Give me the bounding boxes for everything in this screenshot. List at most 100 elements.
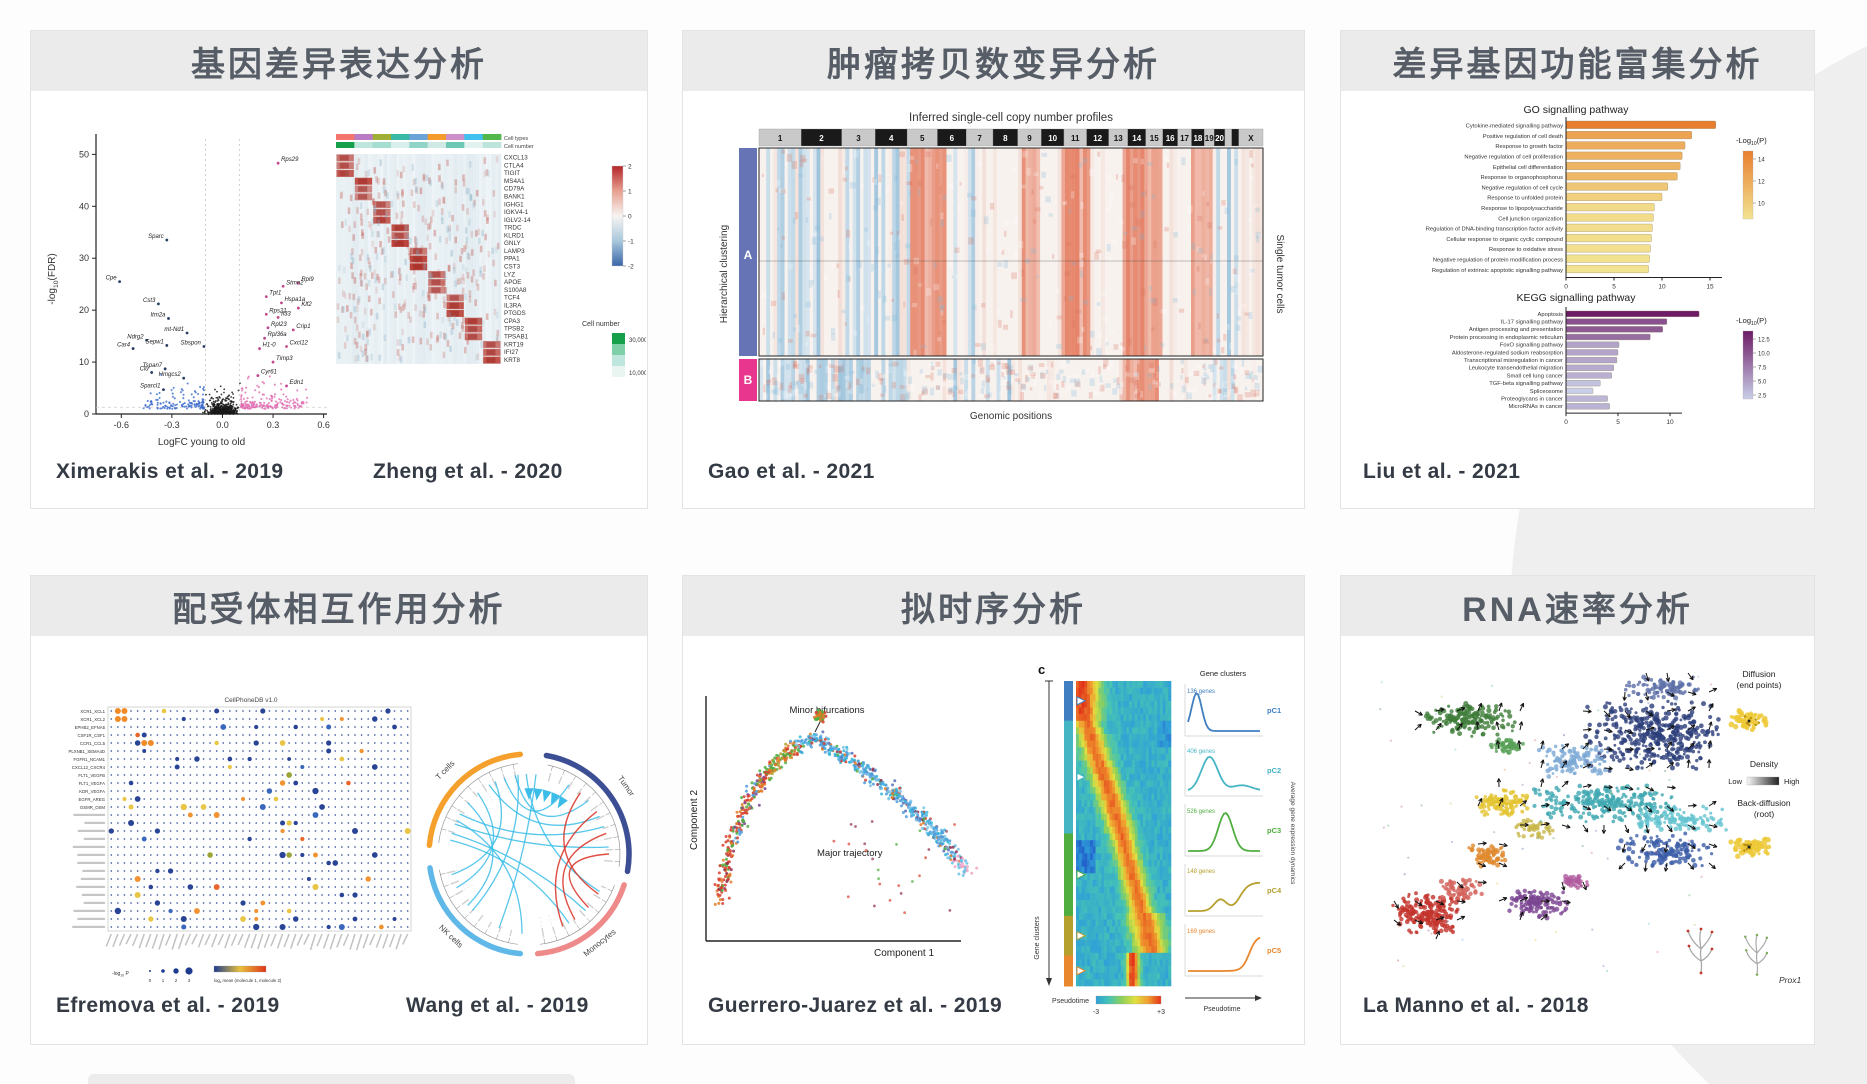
svg-text:Component 1: Component 1 [874, 948, 934, 959]
svg-text:Cell types: Cell types [504, 136, 528, 142]
svg-text:CXCL12_CXCR4: CXCL12_CXCR4 [72, 765, 106, 770]
svg-text:Leukocyte transendothelial mig: Leukocyte transendothelial migration [1469, 366, 1563, 372]
svg-text:19: 19 [1205, 134, 1214, 143]
svg-text:Ndrg2: Ndrg2 [127, 334, 144, 340]
svg-text:0.6: 0.6 [317, 420, 330, 430]
svg-text:log2 mean (molecule 1, molecul: log2 mean (molecule 1, molecule 2) [214, 978, 282, 984]
svg-text:Itm2a: Itm2a [150, 312, 166, 318]
svg-text:IL-17 signalling pathway: IL-17 signalling pathway [1501, 320, 1563, 326]
svg-text:MicroRNAs in cancer: MicroRNAs in cancer [1509, 404, 1564, 410]
svg-text:Positive regulation of cell de: Positive regulation of cell death [1483, 134, 1563, 140]
svg-text:0: 0 [1564, 419, 1568, 426]
svg-text:mt-Nd1: mt-Nd1 [164, 327, 184, 333]
svg-text:2: 2 [175, 978, 178, 983]
svg-text:Cyr61: Cyr61 [261, 370, 277, 376]
marker-gene-heatmap: Cell types Cell number CXCL13 CTLA4 TIGIT MS4… [336, 96, 576, 446]
svg-text:Sbspon: Sbspon [181, 341, 202, 347]
svg-text:TIGIT: TIGIT [504, 170, 520, 177]
svg-text:-0.3: -0.3 [164, 420, 180, 430]
svg-text:GNLY: GNLY [504, 240, 521, 247]
svg-text:5: 5 [1612, 284, 1616, 291]
svg-text:15: 15 [1706, 284, 1714, 291]
svg-text:-2: -2 [628, 264, 634, 271]
svg-text:S100A8: S100A8 [504, 287, 527, 294]
svg-text:Component 2: Component 2 [689, 790, 700, 850]
svg-text:Response to growth factor: Response to growth factor [1495, 144, 1563, 150]
svg-text:Proteoglycans in cancer: Proteoglycans in cancer [1501, 397, 1563, 403]
svg-text:T cells: T cells [434, 759, 457, 782]
svg-text:Genomic positions: Genomic positions [970, 411, 1052, 422]
panel-header: 拟时序分析 [683, 576, 1304, 636]
panel-header: 配受体相互作用分析 [31, 576, 647, 636]
citation: Guerrero-Juarez et al. - 2019 [708, 994, 1003, 1017]
svg-text:XCR1_XCL2: XCR1_XCL2 [80, 717, 105, 722]
panel-title: 基因差异表达分析 [191, 45, 487, 84]
svg-text:FoxO signalling pathway: FoxO signalling pathway [1500, 343, 1563, 349]
panel-header: RNA速率分析 [1341, 576, 1814, 636]
svg-text:10: 10 [1048, 134, 1057, 143]
svg-text:10: 10 [79, 357, 89, 367]
svg-text:Response to lipopolysaccharide: Response to lipopolysaccharide [1481, 206, 1563, 212]
svg-text:Single tumor cells: Single tumor cells [1274, 235, 1285, 314]
panel-gene-differential-expression: 基因差异表达分析 0 10 20 30 40 50 -0.6 -0.3 0.0 0.3 0.6 -lo… [30, 30, 648, 509]
svg-text:LogFC young to old: LogFC young to old [158, 437, 245, 448]
svg-text:18: 18 [1193, 134, 1202, 143]
svg-text:TPSB2: TPSB2 [504, 326, 524, 333]
svg-text:IGHG1: IGHG1 [504, 201, 524, 208]
svg-text:1: 1 [162, 978, 165, 983]
svg-text:X: X [1248, 134, 1254, 143]
svg-text:Response to unfolded protein: Response to unfolded protein [1487, 196, 1563, 202]
svg-text:13: 13 [1114, 134, 1123, 143]
svg-text:CTLA4: CTLA4 [504, 162, 524, 169]
svg-text:-Log10(P): -Log10(P) [1736, 316, 1767, 327]
svg-text:5: 5 [920, 134, 925, 143]
svg-text:CXCL13: CXCL13 [504, 155, 528, 162]
svg-text:FLT1_VEGFA: FLT1_VEGFA [79, 781, 106, 786]
svg-text:Cpe: Cpe [106, 276, 118, 282]
panel-header: 基因差异表达分析 [31, 31, 647, 91]
svg-text:PLXNB1_SEMA4D: PLXNB1_SEMA4D [68, 749, 105, 754]
cellphonedb-dotplot: CellPhoneDB v1.0 XCR1_XCL1 XCR1_XCL2 EPHB2_… [46, 691, 416, 991]
svg-text:15: 15 [1150, 134, 1159, 143]
panel-title: 拟时序分析 [901, 590, 1086, 629]
svg-text:TGF-beta signalling pathway: TGF-beta signalling pathway [1489, 381, 1563, 387]
rna-velocity-embedding: Diffusion (end points) Density Low High Back-… [1349, 651, 1809, 1036]
panel-title: 差异基因功能富集分析 [1392, 45, 1763, 84]
panel-tumor-cnv: 肿瘤拷贝数变异分析 Inferred single-cell copy numb… [682, 30, 1305, 509]
svg-text:KRT8: KRT8 [504, 357, 520, 364]
citation: Wang et al. - 2019 [406, 994, 589, 1017]
svg-text:0: 0 [628, 214, 632, 221]
svg-text:CCR1_CCL5: CCR1_CCL5 [80, 741, 106, 746]
svg-text:Tspan7: Tspan7 [143, 363, 163, 369]
svg-text:H1-0: H1-0 [263, 343, 277, 349]
svg-text:Major trajectory: Major trajectory [817, 848, 883, 859]
svg-text:50: 50 [79, 149, 89, 159]
svg-text:MS4A1: MS4A1 [504, 178, 525, 185]
svg-text:Cst3: Cst3 [143, 298, 156, 304]
svg-text:Cytokine-mediated signalling p: Cytokine-mediated signalling pathway [1466, 124, 1563, 130]
panel-rna-velocity: RNA速率分析 Diffusion (end points) Density Low H… [1340, 575, 1815, 1045]
svg-text:10.0: 10.0 [1758, 352, 1770, 358]
svg-text:Clu: Clu [140, 366, 150, 372]
svg-text:Il33: Il33 [281, 311, 291, 317]
svg-text:TCF4: TCF4 [504, 295, 520, 302]
svg-text:Response to organophosphorus: Response to organophosphorus [1480, 175, 1563, 181]
svg-text:Edn1: Edn1 [290, 380, 304, 386]
svg-text:LAMP3: LAMP3 [504, 248, 525, 255]
decor-sliver [88, 1074, 575, 1084]
svg-text:CPA3: CPA3 [504, 318, 520, 325]
svg-text:14: 14 [1758, 158, 1765, 164]
svg-text:Sparcl1: Sparcl1 [140, 384, 160, 390]
citation: Zheng et al. - 2020 [373, 460, 563, 483]
svg-text:Protein processing in endoplas: Protein processing in endoplasmic reticu… [1450, 335, 1564, 341]
svg-text:-1: -1 [628, 239, 634, 246]
svg-text:7: 7 [977, 134, 982, 143]
citation: Gao et al. - 2021 [708, 460, 875, 483]
svg-text:CSF1R_CSF1: CSF1R_CSF1 [78, 733, 106, 738]
heatmap-legend: 2 1 0 -1 -2 Cell number 30,000 10,000 [576, 121, 648, 451]
svg-text:LYZ: LYZ [504, 271, 515, 278]
svg-text:Tpt1: Tpt1 [269, 291, 281, 297]
svg-text:Antigen processing and present: Antigen processing and presentation [1469, 327, 1563, 333]
citation: La Manno et al. - 2018 [1363, 994, 1589, 1017]
svg-text:IFI27: IFI27 [504, 349, 519, 356]
